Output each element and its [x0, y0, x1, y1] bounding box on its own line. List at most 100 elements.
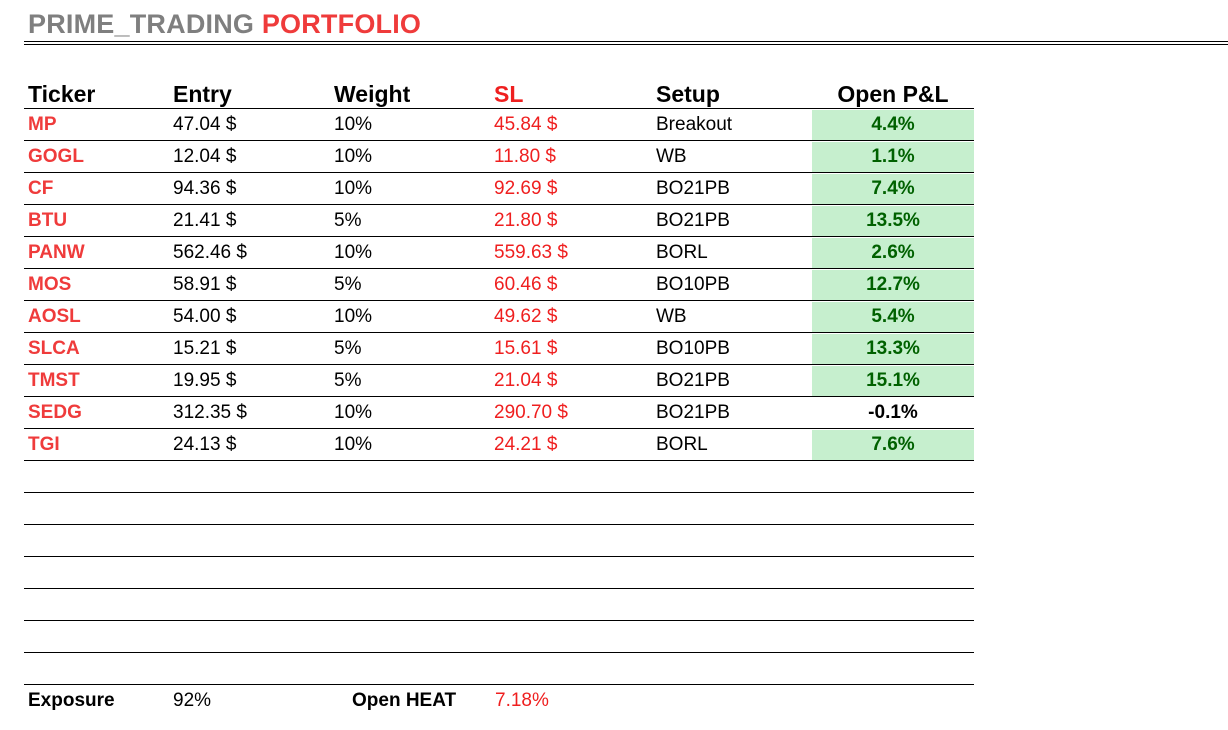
entry-cell: 562.46 $ [173, 241, 247, 263]
entry-cell: 12.04 $ [173, 145, 237, 167]
setup-cell: BO10PB [656, 337, 730, 359]
open-pnl-cell: 13.3% [812, 334, 974, 364]
title-underline [24, 41, 1228, 42]
col-header-setup: Setup [656, 81, 720, 107]
table-row: CF 94.36 $ 10% 92.69 $ BO21PB 7.4% [24, 173, 974, 205]
ticker-cell: SEDG [28, 401, 82, 423]
ticker-cell: BTU [28, 209, 68, 231]
stop-loss-cell: 60.46 $ [494, 273, 558, 295]
setup-cell: BO10PB [656, 273, 730, 295]
stop-loss-cell: 559.63 $ [494, 241, 568, 263]
empty-row [24, 653, 974, 685]
title-underline-double [24, 44, 1228, 45]
table-row: TGI 24.13 $ 10% 24.21 $ BORL 7.6% [24, 429, 974, 461]
table-header: Ticker Entry Weight SL Setup Open P&L [24, 78, 974, 109]
entry-cell: 94.36 $ [173, 177, 237, 199]
setup-cell: BORL [656, 433, 708, 455]
empty-row [24, 557, 974, 589]
stop-loss-cell: 15.61 $ [494, 337, 558, 359]
page-title: PRIME_TRADING PORTFOLIO [28, 9, 421, 40]
stop-loss-cell: 21.80 $ [494, 209, 558, 231]
weight-cell: 10% [334, 177, 373, 199]
open-heat-label: Open HEAT [352, 690, 457, 711]
open-pnl-cell: 1.1% [812, 142, 974, 172]
col-header-pnl: Open P&L [837, 81, 949, 107]
weight-cell: 5% [334, 369, 362, 391]
table-row: BTU 21.41 $ 5% 21.80 $ BO21PB 13.5% [24, 205, 974, 237]
setup-cell: BO21PB [656, 177, 730, 199]
open-pnl-cell: 12.7% [812, 270, 974, 300]
weight-cell: 10% [334, 305, 373, 327]
title-brand: PRIME_TRADING [28, 9, 255, 39]
empty-row [24, 589, 974, 621]
ticker-cell: SLCA [28, 337, 80, 359]
empty-row [24, 461, 974, 493]
setup-cell: WB [656, 305, 687, 327]
ticker-cell: MOS [28, 273, 72, 295]
table-row: MOS 58.91 $ 5% 60.46 $ BO10PB 12.7% [24, 269, 974, 301]
stop-loss-cell: 11.80 $ [494, 145, 556, 167]
weight-cell: 5% [334, 273, 362, 295]
col-header-entry: Entry [173, 81, 232, 107]
entry-cell: 58.91 $ [173, 273, 237, 295]
table-row: PANW 562.46 $ 10% 559.63 $ BORL 2.6% [24, 237, 974, 269]
stop-loss-cell: 45.84 $ [494, 113, 558, 135]
table-row: SLCA 15.21 $ 5% 15.61 $ BO10PB 13.3% [24, 333, 974, 365]
open-pnl-cell: 13.5% [812, 206, 974, 236]
weight-cell: 5% [334, 337, 362, 359]
exposure-value: 92% [173, 690, 212, 711]
entry-cell: 54.00 $ [173, 305, 237, 327]
exposure-label: Exposure [28, 690, 115, 711]
open-pnl-cell: 2.6% [812, 238, 974, 268]
table-row: MP 47.04 $ 10% 45.84 $ Breakout 4.4% [24, 109, 974, 141]
table-row: GOGL 12.04 $ 10% 11.80 $ WB 1.1% [24, 141, 974, 173]
col-header-sl: SL [494, 81, 524, 107]
entry-cell: 24.13 $ [173, 433, 237, 455]
open-heat-value: 7.18% [495, 690, 549, 711]
setup-cell: BO21PB [656, 209, 730, 231]
ticker-cell: PANW [28, 241, 85, 263]
ticker-cell: CF [28, 177, 54, 199]
table-body: MP 47.04 $ 10% 45.84 $ Breakout 4.4% GOGL 12.04… [24, 109, 974, 685]
ticker-cell: GOGL [28, 145, 84, 167]
table-row: SEDG 312.35 $ 10% 290.70 $ BO21PB -0.1% [24, 397, 974, 429]
entry-cell: 21.41 $ [173, 209, 237, 231]
weight-cell: 10% [334, 113, 373, 135]
setup-cell: WB [656, 145, 687, 167]
weight-cell: 10% [334, 401, 373, 423]
ticker-cell: TMST [28, 369, 80, 391]
empty-row [24, 525, 974, 557]
entry-cell: 47.04 $ [173, 113, 237, 135]
setup-cell: BO21PB [656, 369, 730, 391]
open-pnl-cell: 7.6% [812, 430, 974, 460]
ticker-cell: AOSL [28, 305, 81, 327]
stop-loss-cell: 290.70 $ [494, 401, 568, 423]
portfolio-table: Ticker Entry Weight SL Setup Open P&L MP… [24, 78, 974, 685]
open-pnl-cell: -0.1% [868, 402, 918, 423]
entry-cell: 19.95 $ [173, 369, 237, 391]
col-header-ticker: Ticker [28, 81, 96, 107]
weight-cell: 10% [334, 241, 373, 263]
setup-cell: BO21PB [656, 401, 730, 423]
open-pnl-cell: 15.1% [812, 366, 974, 396]
stop-loss-cell: 21.04 $ [494, 369, 558, 391]
weight-cell: 10% [334, 433, 373, 455]
open-pnl-cell: 5.4% [812, 302, 974, 332]
col-header-weight: Weight [334, 81, 411, 107]
entry-cell: 312.35 $ [173, 401, 247, 423]
weight-cell: 5% [334, 209, 362, 231]
title-portfolio: PORTFOLIO [261, 9, 422, 39]
empty-row [24, 621, 974, 653]
table-row: TMST 19.95 $ 5% 21.04 $ BO21PB 15.1% [24, 365, 974, 397]
setup-cell: BORL [656, 241, 708, 263]
entry-cell: 15.21 $ [173, 337, 237, 359]
setup-cell: Breakout [656, 113, 733, 135]
stop-loss-cell: 92.69 $ [494, 177, 558, 199]
open-pnl-cell: 7.4% [812, 174, 974, 204]
stop-loss-cell: 49.62 $ [494, 305, 558, 327]
table-row: AOSL 54.00 $ 10% 49.62 $ WB 5.4% [24, 301, 974, 333]
empty-row [24, 493, 974, 525]
portfolio-summary: Exposure 92% Open HEAT 7.18% [0, 690, 1228, 716]
ticker-cell: TGI [28, 433, 60, 455]
open-pnl-cell: 4.4% [812, 110, 974, 140]
